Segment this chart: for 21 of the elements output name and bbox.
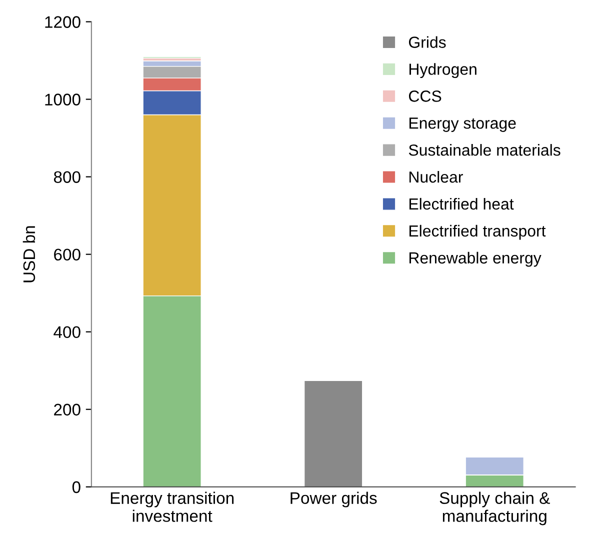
- y-tick-label: 400: [54, 326, 80, 338]
- y-tick-label: 1200: [45, 16, 80, 28]
- legend-label: Electrified heat: [409, 198, 514, 210]
- y-tick-label: 600: [54, 248, 80, 261]
- bar: [304, 380, 363, 487]
- legend-label: Nuclear: [409, 170, 463, 183]
- y-tick-label: 1000: [45, 94, 80, 106]
- legend-label: CCS: [408, 90, 442, 102]
- y-axis-title: USD bn: [22, 226, 36, 282]
- x-tick-label: Energy transition investment: [110, 492, 234, 522]
- legend-label: Grids: [408, 36, 446, 48]
- legend-label: Hydrogen: [409, 63, 476, 78]
- legend-label: Sustainable materials: [408, 144, 560, 156]
- y-tick-label: 0: [72, 481, 80, 494]
- legend-label: Energy storage: [409, 118, 516, 132]
- y-tick-label: 800: [54, 171, 80, 184]
- x-tick-label: Supply chain & manufacturing: [440, 492, 550, 526]
- y-tick-label: 200: [54, 404, 80, 416]
- x-tick-label: Power grids: [290, 492, 377, 508]
- legend-label: Renewable energy: [409, 252, 542, 267]
- legend-label: Electrified transport: [409, 224, 546, 240]
